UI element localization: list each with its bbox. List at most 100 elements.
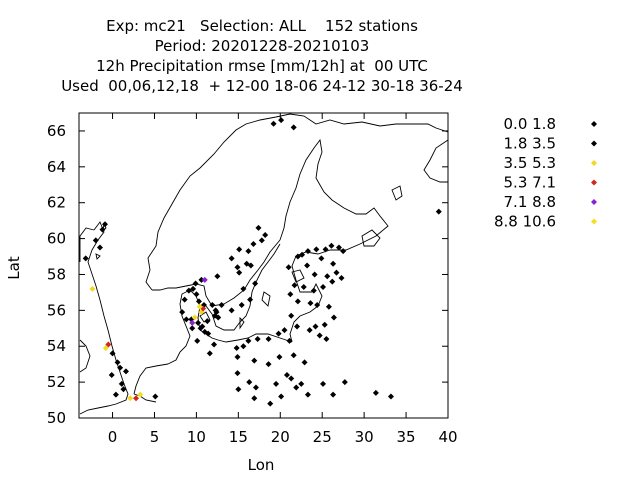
station-marker: [330, 391, 337, 398]
station-marker: [228, 307, 235, 314]
station-marker: [299, 251, 306, 258]
station-marker: [435, 208, 442, 215]
title-line-experiment: Exp: mc21 Selection: ALL 152 stations: [106, 17, 418, 35]
y-axis-label: Lat: [5, 256, 23, 280]
legend-label: 0.0 1.8: [504, 115, 556, 133]
station-marker: [278, 393, 285, 400]
station-marker: [96, 244, 103, 251]
station-marker: [233, 345, 240, 352]
x-tick-label: 30: [355, 428, 374, 446]
station-marker: [206, 350, 213, 357]
legend-label: 7.1 8.8: [504, 193, 556, 211]
x-tick-label: 35: [397, 428, 416, 446]
title-line-forecast-lengths: Used 00,06,12,18 + 12-00 18-06 24-12 30-…: [61, 77, 463, 95]
x-tick-label: 40: [438, 428, 457, 446]
station-marker: [197, 325, 204, 332]
station-marker: [290, 352, 297, 359]
y-tick-label: 56: [47, 301, 66, 319]
station-marker: [191, 314, 198, 321]
station-marker: [251, 395, 258, 402]
station-marker: [270, 120, 277, 127]
x-tick-label: 0: [108, 428, 118, 446]
station-marker: [198, 276, 205, 283]
legend-marker: [591, 121, 597, 127]
station-marker: [306, 327, 313, 334]
x-tick-label: 25: [313, 428, 332, 446]
station-marker: [300, 284, 307, 291]
station-marker: [245, 337, 252, 344]
chart-title-block: Exp: mc21 Selection: ALL 152 stations Pe…: [0, 16, 524, 96]
station-marker: [288, 312, 295, 319]
y-tick-label: 52: [47, 373, 66, 391]
y-tick-label: 58: [47, 265, 66, 283]
station-marker: [283, 371, 290, 378]
station-marker: [213, 309, 220, 316]
station-marker: [179, 309, 186, 316]
station-marker: [294, 323, 301, 330]
station-marker: [246, 379, 253, 386]
station-marker: [290, 124, 297, 131]
station-marker: [276, 354, 283, 360]
station-marker: [114, 359, 121, 366]
station-marker: [152, 393, 159, 400]
station-marker: [288, 375, 295, 382]
station-marker: [240, 343, 247, 350]
station-marker: [245, 248, 252, 255]
station-marker: [238, 301, 245, 308]
station-marker: [133, 395, 140, 402]
station-marker: [333, 269, 340, 276]
station-marker: [251, 357, 258, 364]
station-marker: [328, 242, 335, 249]
station-marker: [320, 380, 327, 387]
station-marker: [192, 280, 199, 287]
station-marker: [127, 395, 134, 402]
legend-marker: [591, 140, 597, 147]
station-marker: [304, 391, 311, 398]
y-tick-label: 54: [47, 337, 66, 355]
station-marker: [92, 237, 99, 244]
station-markers: [82, 117, 442, 407]
station-marker: [311, 271, 318, 278]
station-marker: [330, 314, 337, 321]
station-marker: [387, 393, 394, 400]
station-marker: [330, 260, 337, 267]
x-tick-label: 5: [150, 428, 160, 446]
legend-label: 1.8 3.5: [504, 135, 556, 153]
station-marker: [211, 341, 218, 348]
station-marker: [254, 336, 261, 343]
station-marker: [201, 276, 208, 283]
coastline-map: [79, 113, 449, 415]
station-marker: [118, 380, 125, 387]
station-marker: [338, 275, 345, 282]
station-marker: [205, 330, 212, 337]
y-tick-label: 64: [47, 158, 66, 176]
station-marker: [301, 359, 308, 366]
station-marker: [108, 371, 115, 378]
station-marker: [189, 325, 196, 332]
station-marker: [252, 384, 259, 391]
station-marker: [285, 264, 292, 271]
station-marker: [258, 237, 265, 244]
station-marker: [218, 301, 225, 308]
station-marker: [340, 248, 347, 255]
y-tick-label: 62: [47, 194, 66, 212]
plot-frame: [78, 112, 449, 419]
x-tick-label: 15: [229, 428, 248, 446]
legend-label: 8.8 10.6: [494, 213, 556, 231]
station-marker: [195, 298, 202, 305]
station-marker: [214, 273, 221, 280]
station-marker: [204, 318, 211, 325]
station-marker: [329, 278, 336, 285]
station-marker: [313, 246, 320, 253]
station-marker: [183, 316, 190, 323]
station-marker: [304, 248, 311, 255]
station-marker: [122, 368, 129, 375]
station-marker: [99, 226, 106, 233]
station-marker: [314, 301, 321, 308]
legend-marker: [591, 160, 597, 166]
station-marker: [304, 262, 311, 269]
station-marker: [195, 319, 202, 326]
legend-marker: [591, 199, 597, 205]
station-marker: [273, 380, 280, 387]
plot-axes: 0 5 10 15 20 25 30 35 40 50 52 54 56 58 60 62 64 66: [47, 112, 458, 446]
